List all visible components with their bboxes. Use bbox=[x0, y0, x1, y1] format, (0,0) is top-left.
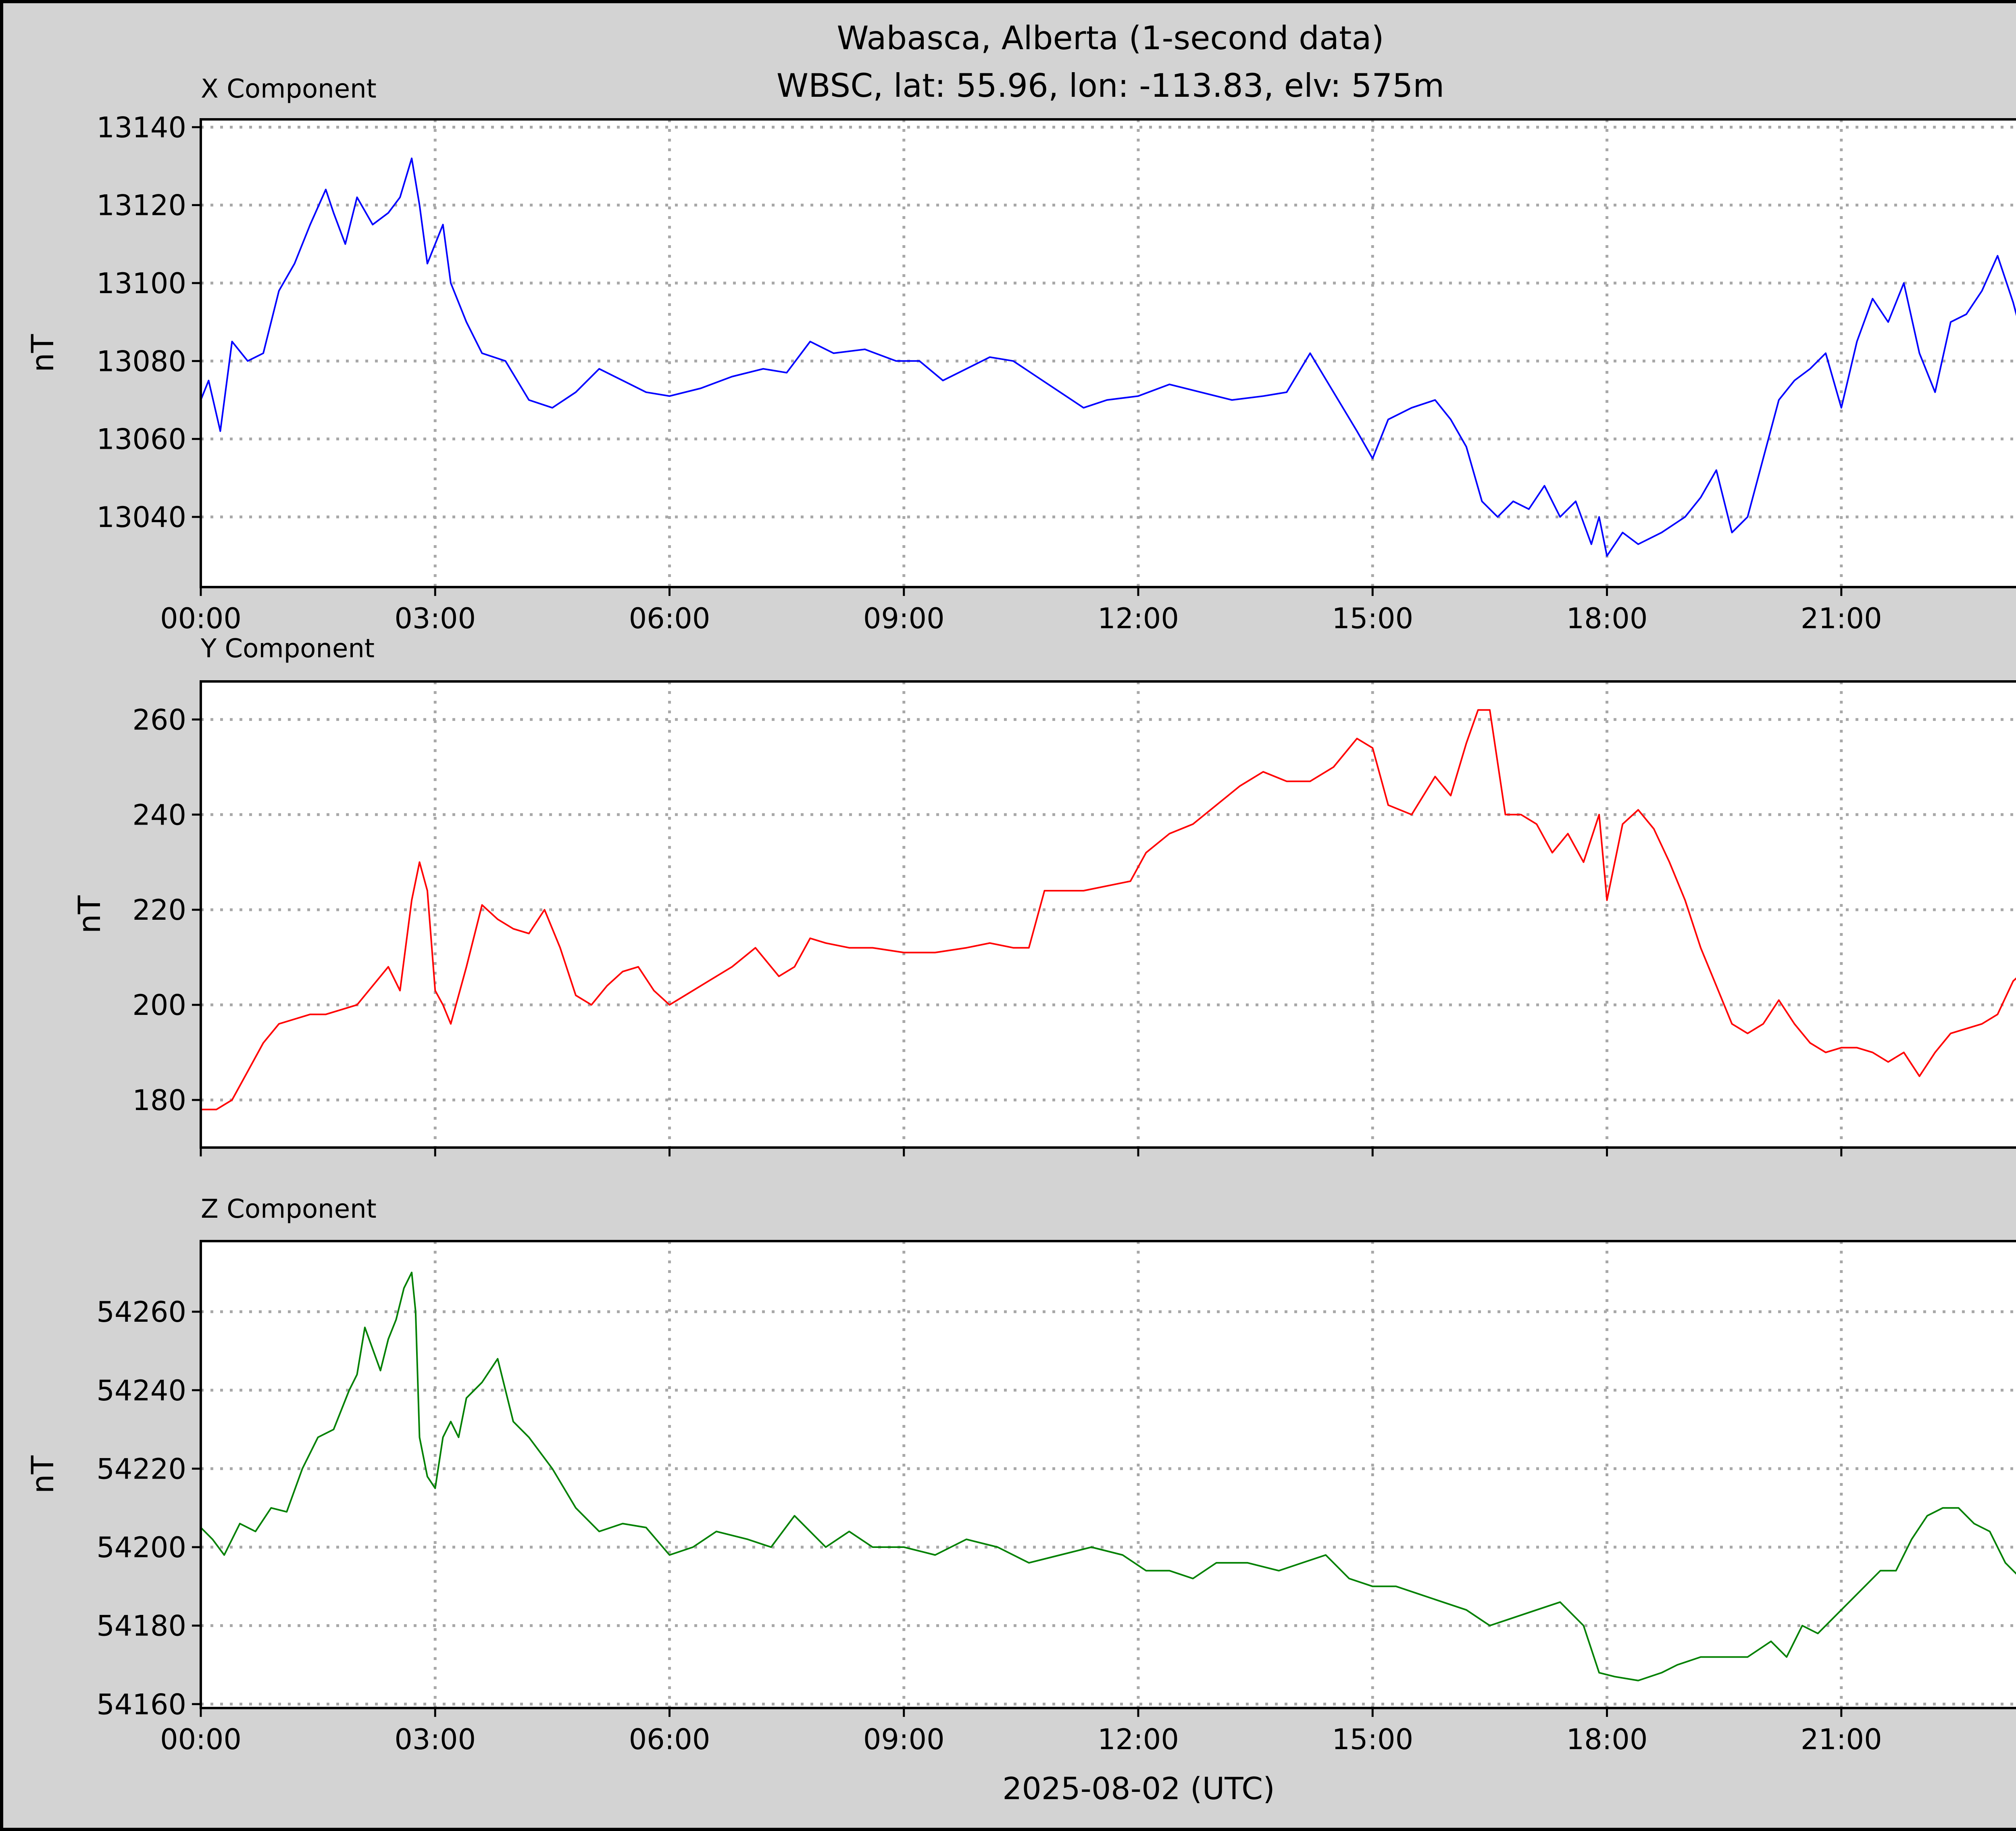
z-y-tick-label: 54160 bbox=[96, 1688, 186, 1721]
x-x-tick-label: 09:00 bbox=[863, 602, 945, 635]
z-y-tick-label: 54240 bbox=[96, 1374, 186, 1407]
x-y-tick-label: 13120 bbox=[96, 189, 186, 222]
y-component-panel: Y Component 180 200 220 240 260 nT bbox=[71, 634, 2016, 1156]
z-component-panel: Z Component 00:00 03:00 06:00 09:00 12:00 15:… bbox=[25, 1194, 2016, 1756]
y-series-line bbox=[201, 709, 2016, 1110]
x-y-axis-label: nT bbox=[25, 334, 60, 372]
x-x-tick-label: 12:00 bbox=[1098, 602, 1179, 635]
y-y-tick-label: 260 bbox=[132, 703, 186, 736]
x-axis-label: 2025-08-02 (UTC) bbox=[1002, 1771, 1275, 1806]
z-x-tick-label: 15:00 bbox=[1332, 1723, 1413, 1756]
z-x-tick-label: 12:00 bbox=[1098, 1723, 1179, 1756]
x-x-tick-label: 03:00 bbox=[394, 602, 476, 635]
x-y-tick-label: 13140 bbox=[96, 111, 186, 144]
panel-title-y: Y Component bbox=[200, 634, 375, 664]
y-y-tick-label: 240 bbox=[132, 798, 186, 831]
figure-title-line2: WBSC, lat: 55.96, lon: -113.83, elv: 575… bbox=[777, 67, 1444, 104]
x-plot-frame bbox=[200, 118, 2016, 588]
z-y-tick-label: 54200 bbox=[96, 1531, 186, 1564]
x-x-tick-label: 06:00 bbox=[629, 602, 710, 635]
y-y-tick-label: 220 bbox=[132, 894, 186, 927]
z-x-tick-label: 09:00 bbox=[863, 1723, 945, 1756]
x-y-tick-label: 13080 bbox=[96, 345, 186, 378]
y-y-axis-label: nT bbox=[71, 895, 107, 933]
x-x-tick-label: 00:00 bbox=[160, 602, 242, 635]
x-component-panel: X Component 00:00 03:00 06:00 09:00 12:00 15:… bbox=[25, 74, 2016, 635]
z-x-tick-label: 03:00 bbox=[394, 1723, 476, 1756]
x-y-tick-label: 13060 bbox=[96, 423, 186, 456]
z-y-axis-label: nT bbox=[25, 1455, 60, 1494]
z-x-tick-label: 21:00 bbox=[1801, 1723, 1882, 1756]
z-plot-frame bbox=[200, 1240, 2016, 1709]
x-x-tick-label: 15:00 bbox=[1332, 602, 1413, 635]
y-y-tick-label: 180 bbox=[132, 1084, 186, 1117]
z-plot-area bbox=[201, 1241, 2016, 1708]
z-x-tick-label: 00:00 bbox=[160, 1723, 242, 1756]
y-plot-frame bbox=[200, 680, 2016, 1149]
x-y-tick-label: 13100 bbox=[96, 267, 186, 300]
x-y-tick-label: 13040 bbox=[96, 501, 186, 534]
figure-title-line1: Wabasca, Alberta (1-second data) bbox=[837, 19, 1384, 57]
z-y-tick-label: 54260 bbox=[96, 1296, 186, 1329]
z-x-tick-label: 06:00 bbox=[629, 1723, 710, 1756]
z-y-tick-label: 54220 bbox=[96, 1452, 186, 1485]
x-x-tick-label: 21:00 bbox=[1801, 602, 1882, 635]
z-x-tick-label: 18:00 bbox=[1566, 1723, 1648, 1756]
y-y-tick-label: 200 bbox=[132, 989, 186, 1022]
x-series-line bbox=[200, 157, 2016, 557]
y-plot-area bbox=[201, 681, 2016, 1148]
x-x-tick-label: 18:00 bbox=[1566, 602, 1648, 635]
panel-title-x: X Component bbox=[201, 74, 377, 104]
z-y-tick-label: 54180 bbox=[96, 1610, 186, 1643]
panel-title-z: Z Component bbox=[201, 1194, 377, 1224]
z-series-line bbox=[200, 1271, 2016, 1681]
x-plot-area bbox=[201, 119, 2016, 587]
